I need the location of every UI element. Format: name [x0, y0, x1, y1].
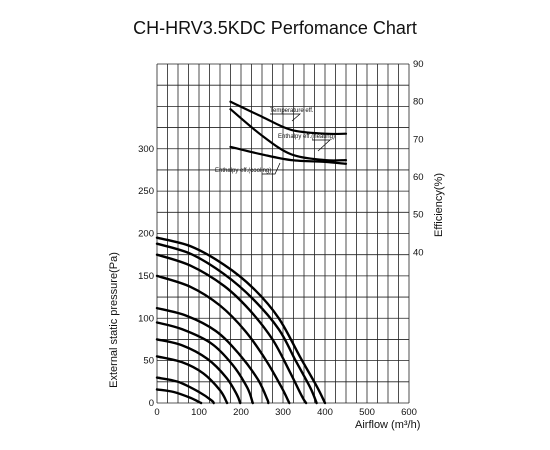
y-axis-label: External static pressure(Pa) [108, 252, 120, 388]
y2-tick-0: 40 [413, 247, 424, 258]
pressure-curve-0 [155, 236, 327, 405]
annotations: Temperature eff. Enthalpy eff.(heating) En… [215, 108, 335, 175]
pressure-curve-2 [155, 253, 308, 405]
annotation-2: Enthalpy eff.(cooling) [215, 168, 271, 174]
efficiency-curves [229, 100, 348, 165]
y2-tick-labels: 40 50 60 70 80 90 [413, 59, 424, 258]
y-tick-labels: 0 50 100 150 200 250 300 [138, 144, 154, 409]
y2-axis-label: Efficiency(%) [433, 173, 445, 237]
x-tick-labels: 0 100 200 300 400 500 600 [154, 407, 417, 418]
y-tick-1: 50 [143, 356, 154, 367]
y-tick-3: 150 [138, 271, 154, 282]
efficiency-curve-2 [229, 145, 348, 165]
annotation-leader-2 [262, 162, 281, 175]
pressure-curve-8 [155, 376, 215, 405]
pressure-curve-5 [155, 321, 254, 405]
x-tick-2: 200 [233, 407, 249, 418]
pressure-curve-4 [155, 306, 270, 405]
x-tick-3: 300 [275, 407, 291, 418]
pressure-curve-6 [155, 338, 242, 405]
x-tick-4: 400 [317, 407, 333, 418]
x-tick-1: 100 [191, 407, 207, 418]
annotation-1: Enthalpy eff.(heating) [278, 134, 335, 140]
pressure-curves [155, 236, 327, 405]
y-tick-6: 300 [138, 144, 154, 155]
y-tick-4: 200 [138, 229, 154, 240]
x-tick-6: 600 [401, 407, 417, 418]
y2-tick-5: 90 [413, 59, 424, 70]
y2-tick-3: 70 [413, 134, 424, 145]
y2-tick-2: 60 [413, 172, 424, 183]
y-tick-5: 250 [138, 186, 154, 197]
y-tick-2: 100 [138, 313, 154, 324]
pressure-curve-7 [155, 355, 229, 405]
x-axis-label: Airflow (m³/h) [355, 419, 420, 431]
efficiency-curve-1 [229, 108, 348, 162]
y2-tick-1: 50 [413, 210, 424, 221]
chart-title: CH-HRV3.5KDC Perfomance Chart [133, 18, 417, 38]
y2-tick-4: 80 [413, 97, 424, 108]
annotation-leader-1 [312, 139, 331, 152]
annotation-leader-0 [270, 113, 301, 122]
pressure-curve-1 [155, 242, 318, 405]
x-tick-0: 0 [154, 407, 159, 418]
pressure-curve-9 [155, 388, 203, 405]
efficiency-curve-0 [229, 100, 348, 136]
x-tick-5: 500 [359, 407, 375, 418]
annotation-0: Temperature eff. [270, 108, 314, 114]
pressure-curve-3 [155, 274, 291, 405]
y-tick-0: 0 [149, 398, 154, 409]
